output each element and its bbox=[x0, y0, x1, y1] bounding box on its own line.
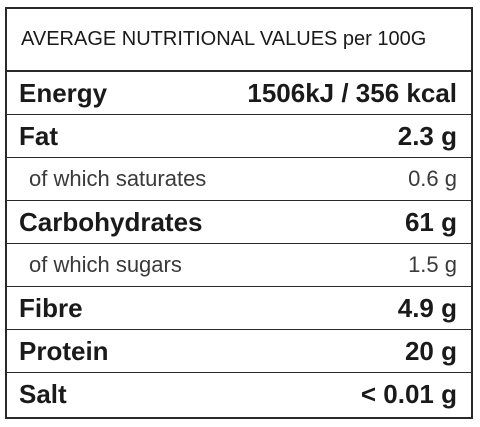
table-title: AVERAGE NUTRITIONAL VALUES per 100G bbox=[21, 28, 427, 50]
row-label-energy: Energy bbox=[19, 77, 108, 108]
row-value-salt: < 0.01 g bbox=[360, 379, 457, 409]
nutrition-table: AVERAGE NUTRITIONAL VALUES per 100G Ener… bbox=[5, 7, 473, 419]
row-energy: Energy 1506kJ / 356 kcal bbox=[7, 72, 471, 115]
row-value-fibre: 4.9 g bbox=[397, 292, 457, 323]
row-label-fat: Fat bbox=[19, 120, 58, 151]
row-label-protein: Protein bbox=[19, 335, 109, 366]
row-value-energy: 1506kJ / 356 kcal bbox=[247, 77, 457, 108]
row-label-saturates: of which saturates bbox=[29, 166, 207, 191]
row-label-fibre: Fibre bbox=[19, 292, 83, 323]
row-fat: Fat 2.3 g bbox=[7, 115, 471, 158]
row-value-sugars: 1.5 g bbox=[408, 252, 457, 277]
row-saturates: of which saturates 0.6 g bbox=[7, 158, 471, 201]
row-value-fat: 2.3 g bbox=[397, 120, 457, 151]
row-label-salt: Salt bbox=[19, 379, 67, 409]
table-header: AVERAGE NUTRITIONAL VALUES per 100G bbox=[7, 9, 471, 72]
row-sugars: of which sugars 1.5 g bbox=[7, 244, 471, 287]
row-value-carbohydrates: 61 g bbox=[404, 206, 457, 237]
row-label-carbohydrates: Carbohydrates bbox=[19, 206, 203, 237]
row-carbohydrates: Carbohydrates 61 g bbox=[7, 201, 471, 244]
row-protein: Protein 20 g bbox=[7, 330, 471, 373]
row-fibre: Fibre 4.9 g bbox=[7, 287, 471, 330]
row-salt: Salt < 0.01 g bbox=[7, 373, 471, 416]
row-value-protein: 20 g bbox=[404, 335, 457, 366]
row-label-sugars: of which sugars bbox=[29, 252, 182, 277]
row-value-saturates: 0.6 g bbox=[408, 166, 457, 191]
